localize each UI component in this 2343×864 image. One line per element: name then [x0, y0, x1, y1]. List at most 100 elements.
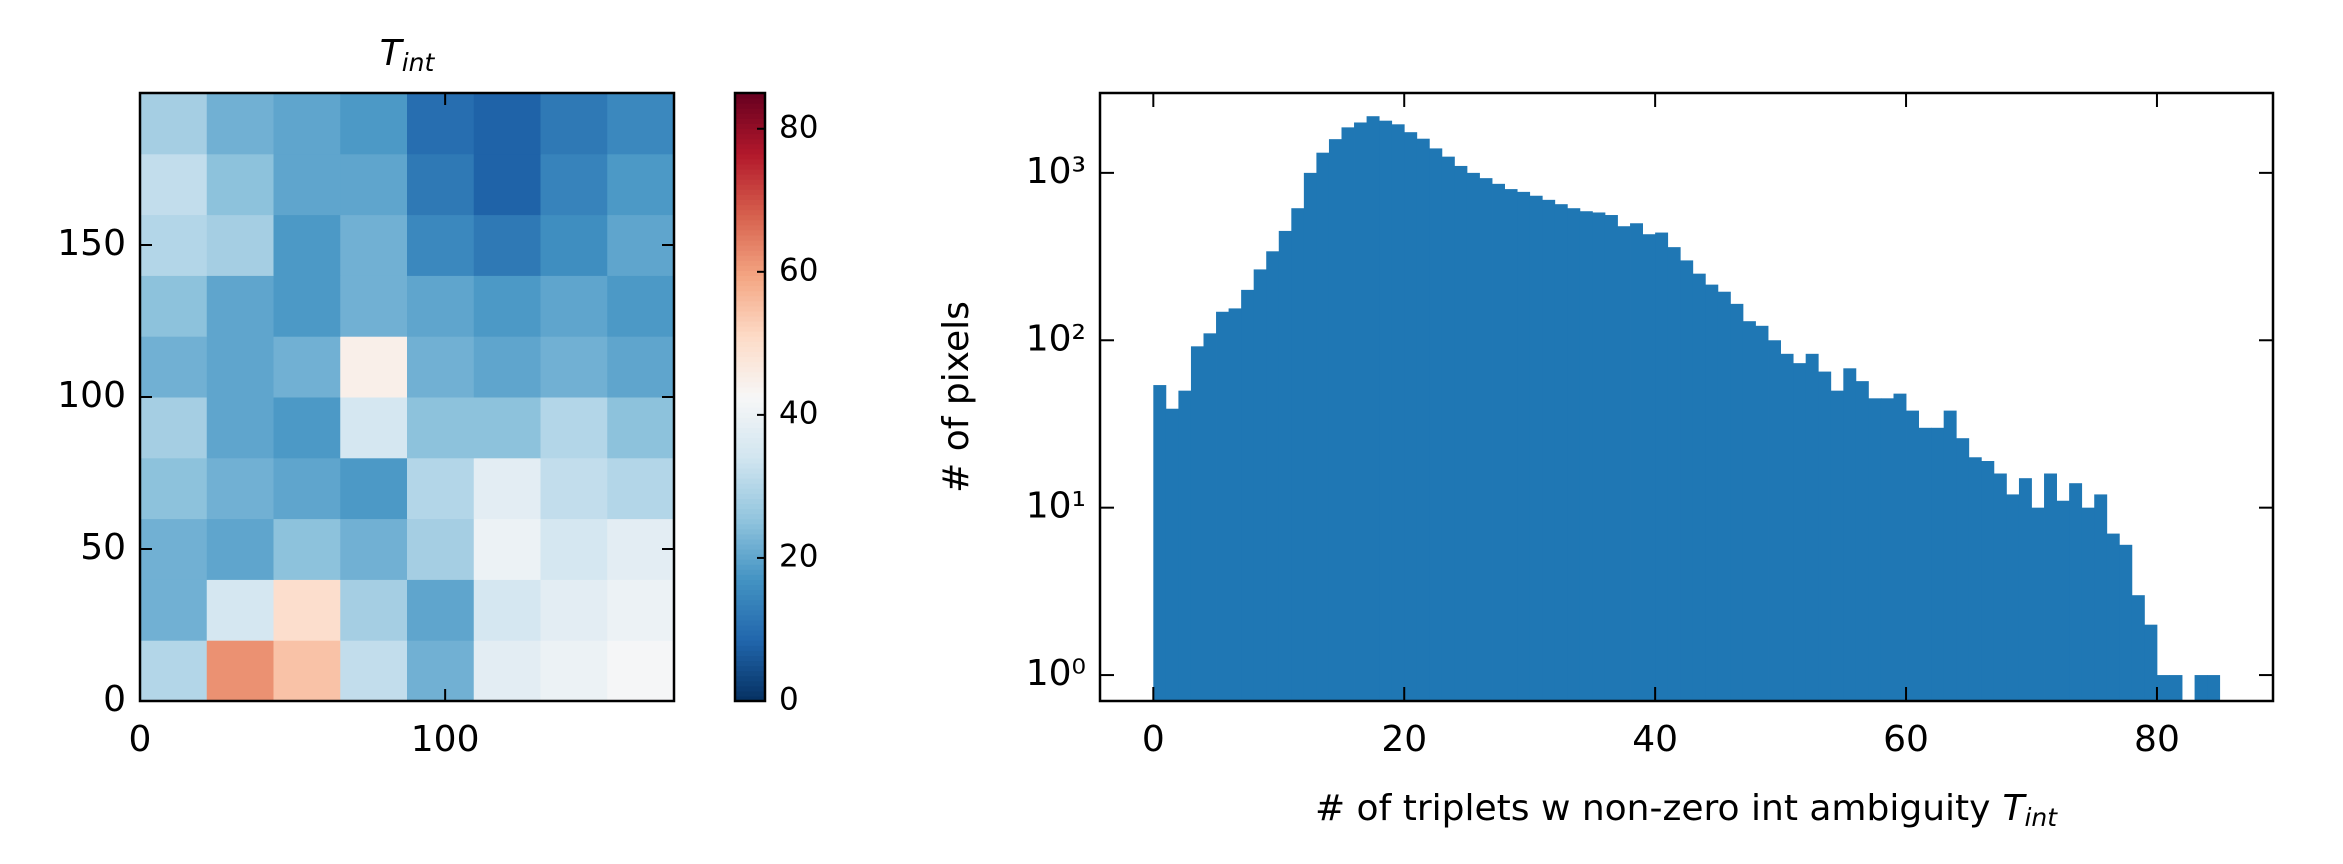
title-subscript: int — [402, 48, 436, 77]
histogram-bar — [1793, 363, 1807, 701]
heatmap-cell — [407, 397, 475, 459]
histogram-bar — [1893, 393, 1907, 701]
colorbar-swatch — [735, 559, 765, 565]
x-tick-label: 80 — [2134, 719, 2180, 760]
histogram-bar — [1680, 260, 1694, 701]
colorbar-swatch — [735, 513, 765, 520]
heatmap-cell — [540, 640, 608, 702]
heatmap-cell — [273, 93, 341, 155]
histogram-bar — [1542, 199, 1556, 702]
heatmap-cell — [407, 640, 475, 702]
title-base: T — [380, 33, 405, 74]
heatmap-cell — [607, 457, 675, 520]
colorbar-swatch — [735, 528, 765, 535]
histogram-bar — [2131, 595, 2145, 701]
colorbar-tick-label: 60 — [779, 252, 818, 288]
heatmap-cell — [340, 640, 408, 702]
heatmap-cell — [473, 397, 541, 459]
heatmap-cell — [540, 457, 608, 520]
colorbar-swatch — [735, 675, 765, 682]
colorbar: 0 20 40 60 80 — [733, 91, 818, 718]
colorbar-swatch — [735, 427, 765, 434]
colorbar-swatch — [735, 660, 765, 667]
histogram-bar — [1906, 410, 1919, 701]
y-axis-label: # of pixels — [936, 301, 977, 493]
heatmap-cell — [340, 214, 408, 276]
heatmap-cell — [473, 153, 541, 216]
y-tick-label: 10⁰ — [1026, 653, 1086, 694]
heatmap-cell — [140, 397, 208, 459]
histogram-bar — [1416, 138, 1430, 701]
heatmap-cell — [407, 518, 475, 580]
colorbar-swatch — [735, 625, 765, 631]
colorbar-swatch — [735, 245, 765, 251]
colorbar-swatch — [735, 224, 765, 231]
x-tick-label: 20 — [1381, 719, 1427, 760]
y-tick-label: 10² — [1026, 318, 1086, 359]
histogram-bar — [2207, 675, 2221, 701]
heatmap-cell — [607, 275, 675, 337]
colorbar-swatch — [735, 604, 765, 611]
heatmap-cell — [140, 579, 208, 641]
histogram-bar — [2169, 675, 2183, 701]
colorbar-swatch — [735, 184, 765, 190]
histogram-bar — [1266, 251, 1280, 701]
histogram-bar — [1492, 183, 1505, 701]
colorbar-swatch — [735, 690, 765, 697]
colorbar-swatch — [735, 630, 765, 636]
heatmap-cell — [540, 93, 608, 155]
histogram-bar — [1554, 204, 1568, 701]
heatmap-cell — [407, 214, 475, 276]
histogram-bar — [1354, 122, 1367, 701]
histogram-bar — [1968, 457, 1982, 701]
colorbar-swatch — [735, 174, 765, 180]
heatmap-cell — [540, 336, 608, 398]
colorbar-swatch — [735, 473, 765, 479]
histogram-bar — [1429, 148, 1443, 701]
heatmap-cell — [473, 93, 541, 155]
heatmap-cell — [540, 397, 608, 459]
colorbar-swatch — [735, 493, 765, 499]
histogram-bar — [1830, 390, 1844, 701]
histogram-bar — [1328, 139, 1342, 701]
colorbar-swatch — [735, 361, 765, 368]
heatmap-cell — [607, 640, 675, 702]
histogram-bar — [1228, 308, 1242, 701]
colorbar-swatch — [735, 295, 765, 302]
histogram-bar — [1981, 461, 1995, 701]
colorbar-swatch — [735, 148, 765, 155]
heatmap-cell — [206, 275, 274, 337]
heatmap-cell — [407, 336, 475, 398]
colorbar-swatch — [735, 199, 765, 206]
heatmap-cell — [140, 275, 208, 337]
histogram-bar — [1504, 189, 1518, 702]
heatmap-cell — [473, 518, 541, 580]
colorbar-swatch — [735, 442, 765, 449]
heatmap-cell — [540, 579, 608, 641]
colorbar-swatch — [735, 275, 765, 282]
histogram-bar — [1529, 195, 1543, 701]
heatmap-cell — [206, 336, 274, 398]
heatmap-cell — [540, 153, 608, 216]
heatmap-cell — [140, 93, 208, 155]
histogram-bar — [2006, 494, 2020, 701]
colorbar-swatch — [735, 285, 765, 292]
histogram-bar — [1291, 208, 1305, 701]
histogram-bar — [1153, 385, 1167, 701]
heatmap-cell — [273, 336, 341, 398]
colorbar-swatch — [735, 579, 765, 586]
histogram-bar — [2144, 624, 2158, 701]
colorbar-swatch — [735, 103, 765, 109]
heatmap-title: Tint — [380, 33, 436, 77]
colorbar-swatch — [735, 483, 765, 489]
colorbar-swatch — [735, 169, 765, 175]
colorbar-swatch — [735, 194, 765, 200]
colorbar-swatch — [735, 609, 765, 616]
colorbar-swatch — [735, 366, 765, 373]
colorbar-swatch — [735, 270, 765, 276]
heatmap-cell — [273, 518, 341, 580]
heatmap-cell — [273, 214, 341, 276]
histogram-bar — [1805, 353, 1819, 701]
heatmap-cell — [407, 579, 475, 641]
heatmap-cell — [273, 457, 341, 520]
